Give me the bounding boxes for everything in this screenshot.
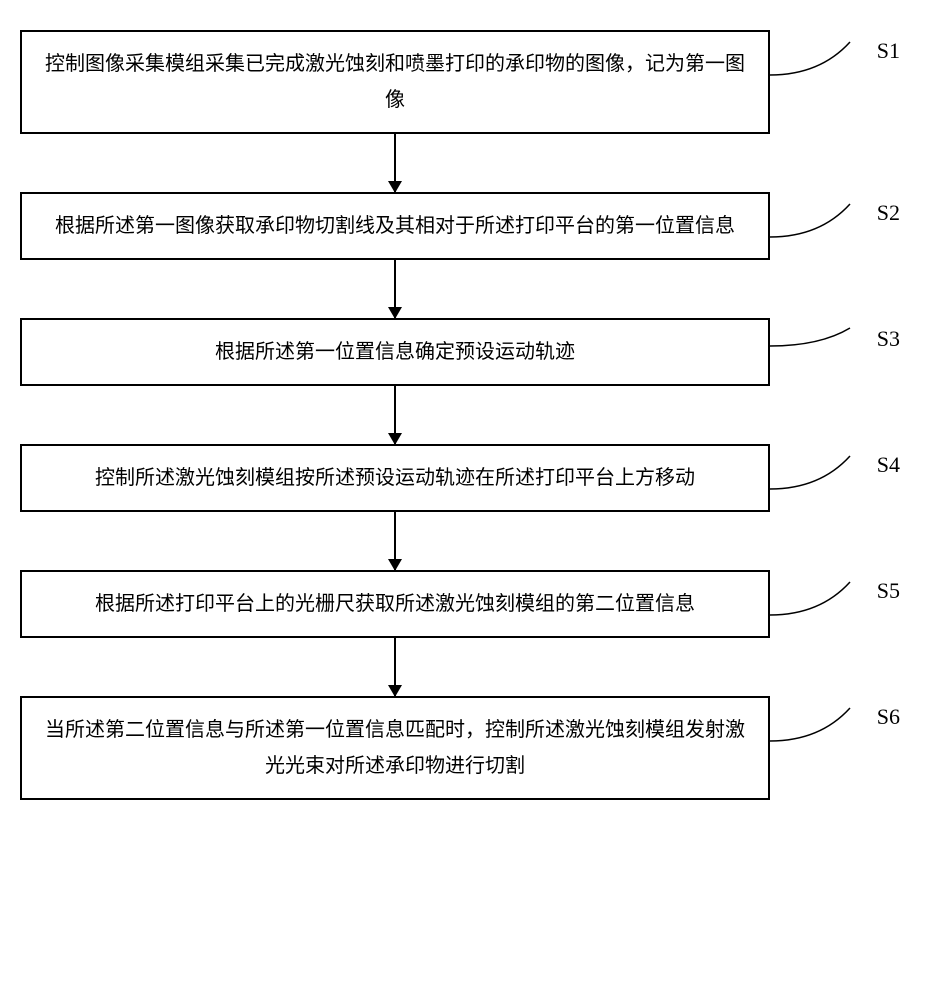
step-row-5: 根据所述打印平台上的光栅尺获取所述激光蚀刻模组的第二位置信息 S5: [20, 570, 920, 638]
step-label-s3: S3: [877, 326, 900, 352]
step-text: 根据所述第一图像获取承印物切割线及其相对于所述打印平台的第一位置信息: [55, 215, 735, 237]
step-box-s6: 当所述第二位置信息与所述第一位置信息匹配时，控制所述激光蚀刻模组发射激光光束对所…: [20, 696, 770, 800]
step-label-s6: S6: [877, 704, 900, 730]
step-text: 根据所述打印平台上的光栅尺获取所述激光蚀刻模组的第二位置信息: [95, 593, 695, 615]
step-text: 控制图像采集模组采集已完成激光蚀刻和喷墨打印的承印物的图像，记为第一图像: [45, 53, 745, 111]
step-text: 根据所述第一位置信息确定预设运动轨迹: [215, 341, 575, 363]
step-row-4: 控制所述激光蚀刻模组按所述预设运动轨迹在所述打印平台上方移动 S4: [20, 444, 920, 512]
step-row-6: 当所述第二位置信息与所述第一位置信息匹配时，控制所述激光蚀刻模组发射激光光束对所…: [20, 696, 920, 800]
step-box-s3: 根据所述第一位置信息确定预设运动轨迹: [20, 318, 770, 386]
flowchart-container: 控制图像采集模组采集已完成激光蚀刻和喷墨打印的承印物的图像，记为第一图像 S1 …: [20, 30, 920, 800]
step-label-s4: S4: [877, 452, 900, 478]
step-row-1: 控制图像采集模组采集已完成激光蚀刻和喷墨打印的承印物的图像，记为第一图像 S1: [20, 30, 920, 134]
step-row-2: 根据所述第一图像获取承印物切割线及其相对于所述打印平台的第一位置信息 S2: [20, 192, 920, 260]
step-label-s2: S2: [877, 200, 900, 226]
step-text: 控制所述激光蚀刻模组按所述预设运动轨迹在所述打印平台上方移动: [95, 467, 695, 489]
step-box-s1: 控制图像采集模组采集已完成激光蚀刻和喷墨打印的承印物的图像，记为第一图像: [20, 30, 770, 134]
step-box-s5: 根据所述打印平台上的光栅尺获取所述激光蚀刻模组的第二位置信息: [20, 570, 770, 638]
connector-5-6: [20, 638, 770, 696]
step-text: 当所述第二位置信息与所述第一位置信息匹配时，控制所述激光蚀刻模组发射激光光束对所…: [45, 719, 745, 777]
step-box-s4: 控制所述激光蚀刻模组按所述预设运动轨迹在所述打印平台上方移动: [20, 444, 770, 512]
step-row-3: 根据所述第一位置信息确定预设运动轨迹 S3: [20, 318, 920, 386]
step-label-s1: S1: [877, 38, 900, 64]
connector-4-5: [20, 512, 770, 570]
connector-1-2: [20, 134, 770, 192]
step-box-s2: 根据所述第一图像获取承印物切割线及其相对于所述打印平台的第一位置信息: [20, 192, 770, 260]
step-label-s5: S5: [877, 578, 900, 604]
connector-3-4: [20, 386, 770, 444]
connector-2-3: [20, 260, 770, 318]
